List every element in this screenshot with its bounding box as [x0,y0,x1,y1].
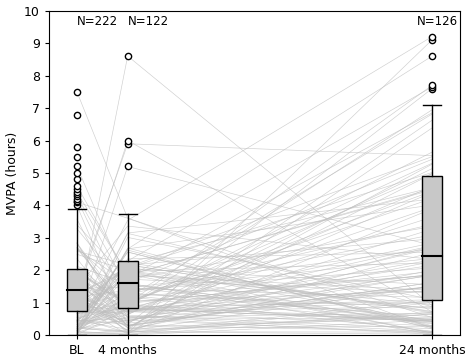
Text: N=122: N=122 [128,16,169,28]
Text: N=126: N=126 [417,16,458,28]
Bar [118,261,138,308]
Text: N=222: N=222 [77,16,118,28]
Y-axis label: MVPA (hours): MVPA (hours) [6,131,18,215]
Bar [422,176,442,300]
Bar [67,269,87,311]
